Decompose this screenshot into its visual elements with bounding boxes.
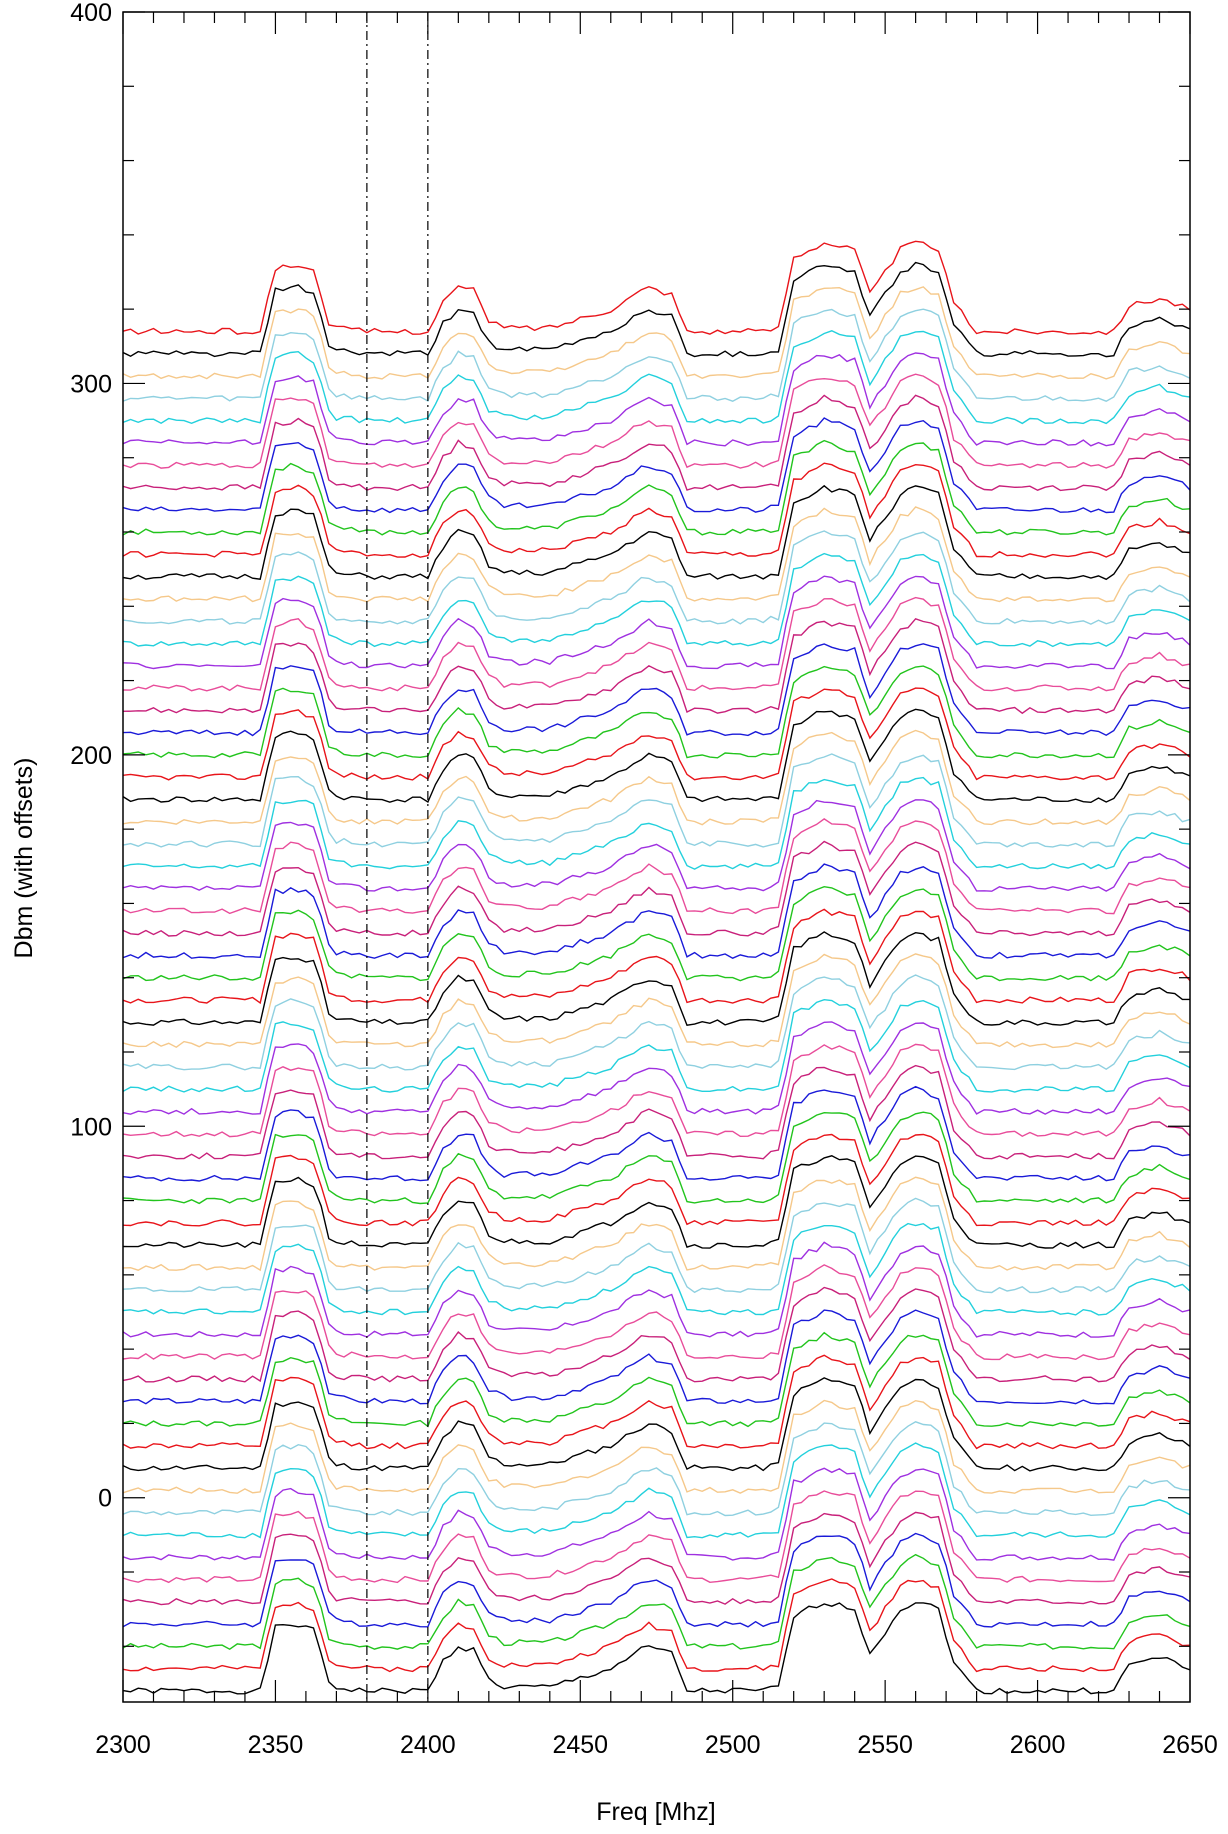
axis-ticks bbox=[122, 11, 1191, 1702]
series-line bbox=[122, 506, 1191, 603]
series-line bbox=[122, 1511, 1191, 1606]
series-line bbox=[122, 1085, 1191, 1182]
y-tick-labels: 0 100 200 300 400 bbox=[70, 0, 112, 1513]
series-line bbox=[122, 908, 1191, 1005]
y-tick-label: 100 bbox=[70, 1113, 112, 1141]
series-line bbox=[122, 1532, 1191, 1628]
series-line bbox=[122, 439, 1191, 536]
series-line bbox=[122, 462, 1191, 558]
series-line bbox=[122, 1578, 1191, 1673]
series-line bbox=[122, 1241, 1191, 1338]
series-line bbox=[122, 240, 1191, 336]
series-line bbox=[122, 1377, 1191, 1472]
series-line bbox=[122, 1553, 1191, 1651]
series-line bbox=[122, 931, 1190, 1026]
series-line bbox=[122, 1043, 1191, 1138]
series-line bbox=[122, 596, 1191, 692]
series-line bbox=[122, 1442, 1191, 1539]
series-line bbox=[122, 1421, 1191, 1517]
series-line bbox=[122, 1467, 1191, 1561]
y-tick-label: 400 bbox=[70, 0, 112, 27]
series-line bbox=[122, 1286, 1191, 1383]
series-layer bbox=[122, 240, 1191, 1695]
series-line bbox=[122, 1021, 1191, 1115]
series-line bbox=[122, 1602, 1191, 1695]
x-tick-label: 2350 bbox=[248, 1731, 304, 1759]
series-line bbox=[122, 1264, 1191, 1361]
series-line bbox=[122, 1176, 1191, 1272]
series-line bbox=[122, 394, 1191, 492]
series-line bbox=[122, 1064, 1191, 1160]
series-line bbox=[122, 1354, 1191, 1450]
series-line bbox=[122, 1222, 1191, 1316]
x-axis-label: Freq [Mhz] bbox=[596, 1798, 715, 1826]
series-line bbox=[122, 1133, 1191, 1227]
x-tick-label: 2550 bbox=[857, 1731, 913, 1759]
series-line bbox=[122, 885, 1191, 982]
series-line bbox=[122, 261, 1191, 358]
series-line bbox=[122, 617, 1191, 715]
series-line bbox=[122, 286, 1191, 380]
series-line bbox=[122, 373, 1191, 469]
y-tick-label: 300 bbox=[70, 370, 112, 398]
series-line bbox=[122, 352, 1191, 447]
series-line bbox=[122, 484, 1191, 581]
series-line bbox=[122, 552, 1191, 648]
series-line bbox=[122, 308, 1191, 402]
series-line bbox=[122, 1309, 1191, 1405]
x-tick-label: 2400 bbox=[400, 1731, 456, 1759]
x-tick-label: 2450 bbox=[552, 1731, 608, 1759]
series-line bbox=[122, 840, 1191, 937]
series-line bbox=[122, 530, 1191, 625]
series-line bbox=[122, 575, 1191, 670]
series-line bbox=[122, 974, 1191, 1071]
series-line bbox=[122, 1197, 1191, 1294]
vertical-markers bbox=[366, 12, 429, 1702]
series-line bbox=[122, 818, 1191, 915]
series-line bbox=[122, 708, 1191, 804]
x-tick-label: 2600 bbox=[1010, 1731, 1066, 1759]
series-line bbox=[122, 729, 1191, 826]
series-line bbox=[122, 687, 1191, 781]
series-line bbox=[122, 1155, 1191, 1249]
series-line bbox=[122, 753, 1191, 848]
series-line bbox=[122, 863, 1191, 959]
x-tick-label: 2300 bbox=[95, 1731, 151, 1759]
y-tick-label: 200 bbox=[70, 742, 112, 770]
series-line bbox=[122, 1490, 1191, 1584]
x-tick-label: 2650 bbox=[1162, 1731, 1218, 1759]
series-line bbox=[122, 799, 1191, 892]
plot-frame bbox=[122, 11, 1191, 1703]
y-axis-label: Dbm (with offsets) bbox=[10, 758, 38, 959]
x-tick-labels: 2300 2350 2400 2450 2500 2550 2600 2650 bbox=[95, 1731, 1218, 1759]
series-line bbox=[122, 665, 1191, 759]
series-line bbox=[122, 1331, 1191, 1428]
series-line bbox=[122, 417, 1191, 514]
series-line bbox=[122, 330, 1191, 425]
series-line bbox=[122, 643, 1191, 737]
series-line bbox=[122, 776, 1191, 870]
x-tick-label: 2500 bbox=[705, 1731, 761, 1759]
series-line bbox=[122, 953, 1191, 1049]
series-line bbox=[122, 998, 1191, 1093]
y-tick-label: 0 bbox=[98, 1485, 112, 1513]
series-line bbox=[122, 1111, 1191, 1205]
series-line bbox=[122, 1399, 1191, 1494]
